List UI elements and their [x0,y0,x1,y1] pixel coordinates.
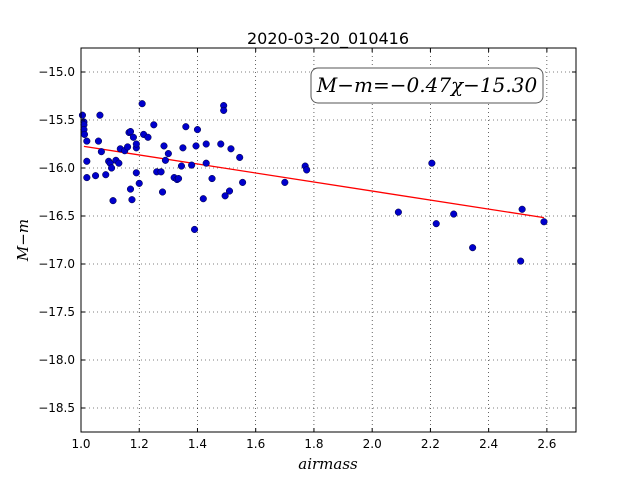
data-point [128,196,136,204]
x-tick-label: 2.6 [537,437,556,451]
data-point [80,130,89,138]
grid [80,48,576,432]
data-point [202,140,210,148]
data-point [236,153,244,161]
data-point [221,192,229,200]
data-point [182,123,190,131]
data-point [199,195,207,203]
x-tick-label: 1.8 [304,437,323,451]
data-point [192,142,200,150]
data-point [432,220,440,228]
plot-frame [80,47,577,433]
data-point [83,137,91,145]
data-point [160,142,168,150]
axis-ticks: 1.0 1.2 1.4 1.6 1.8 2.0 2.2 2.4 2.6 −15.0 −15.5 −16… [38,48,576,451]
data-point [394,208,402,216]
data-point [78,111,87,119]
data-point [158,188,167,196]
x-tick-label: 2.2 [421,437,440,451]
y-tick-label: −16.5 [38,209,75,223]
y-tick-label: −15.5 [38,113,75,127]
data-point [109,197,117,205]
data-point [115,159,123,167]
data-point [227,145,235,153]
fit-line [83,145,545,219]
data-point [157,168,165,176]
data-point [179,144,187,152]
data-point [97,148,105,156]
y-tick-label: −18.0 [38,353,75,367]
data-point [220,106,228,114]
data-points [78,100,548,265]
data-point [174,175,183,183]
data-point [135,179,143,187]
data-point [177,162,186,170]
data-point [83,174,91,182]
x-tick-label: 2.0 [363,437,382,451]
fit-line-group [83,145,545,219]
data-point [303,166,311,174]
data-point [518,205,526,213]
annotation-box-frame [310,67,544,104]
data-point [193,126,202,134]
data-point [450,210,458,218]
data-point [191,225,199,233]
data-point [202,159,210,167]
data-point [164,150,172,158]
data-point [144,133,152,141]
data-point [83,157,91,165]
data-point [108,164,116,172]
data-point [517,257,525,265]
x-tick-label: 1.2 [130,437,149,451]
y-tick-label: −17.5 [38,305,75,319]
y-axis-label: M−m [14,219,32,262]
chart-title: 2020-03-20_010416 [247,29,409,49]
y-tick-label: −18.5 [38,401,75,415]
data-point [540,218,548,226]
data-point [239,178,247,186]
y-tick-label: −15.0 [38,65,75,79]
x-tick-label: 2.4 [479,437,498,451]
x-tick-label: 1.0 [71,437,90,451]
data-point [138,100,146,108]
data-point [132,169,140,177]
y-tick-label: −17.0 [38,257,75,271]
data-point [208,175,216,183]
data-point [102,171,110,179]
data-point [126,127,135,136]
data-point [281,178,289,186]
data-point [94,137,103,145]
data-point [469,244,477,252]
data-point [150,121,158,129]
data-point [129,133,137,141]
x-tick-label: 1.6 [246,437,265,451]
y-tick-label: −16.0 [38,161,75,175]
data-point [161,156,169,164]
data-point [96,111,104,119]
data-point [132,140,140,148]
data-point [188,161,196,169]
data-point [92,172,100,180]
data-point [428,159,436,167]
data-point [126,185,135,193]
data-point [217,140,225,148]
annotation-box: M−m=−0.47χ−15.30 [310,67,544,104]
x-axis-label: airmass [298,455,358,473]
x-tick-label: 1.4 [188,437,207,451]
fit-equation: M−m=−0.47χ−15.30 [316,73,538,97]
data-point [225,187,234,195]
data-point [124,143,132,151]
